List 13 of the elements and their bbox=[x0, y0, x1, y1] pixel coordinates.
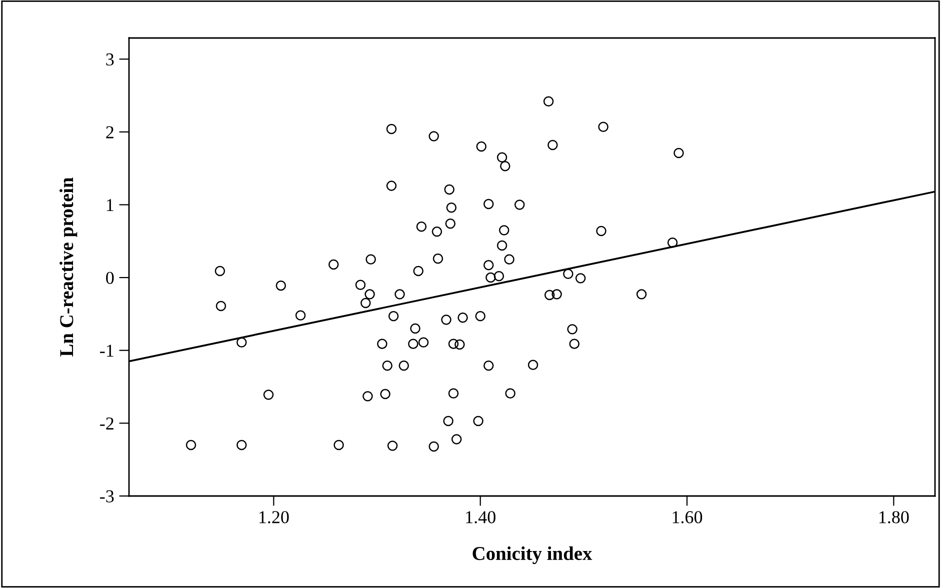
x-tick-label: 1.40 bbox=[466, 511, 496, 524]
x-tick-label: 1.20 bbox=[259, 511, 289, 524]
x-tick-label: 1.80 bbox=[879, 511, 909, 524]
y-axis-title: Ln C-reactive protein bbox=[60, 177, 78, 357]
y-tick-label: -2 bbox=[100, 417, 114, 430]
y-tick-label: 3 bbox=[106, 53, 114, 66]
x-axis-title: Conicity index bbox=[472, 546, 592, 564]
x-tick-label: 1.60 bbox=[672, 511, 702, 524]
y-tick-label: -3 bbox=[100, 490, 114, 502]
y-tick-label: -1 bbox=[100, 344, 114, 357]
y-tick-label: 1 bbox=[106, 199, 114, 212]
y-tick-label: 0 bbox=[106, 272, 114, 284]
y-tick-label: 2 bbox=[106, 126, 114, 138]
